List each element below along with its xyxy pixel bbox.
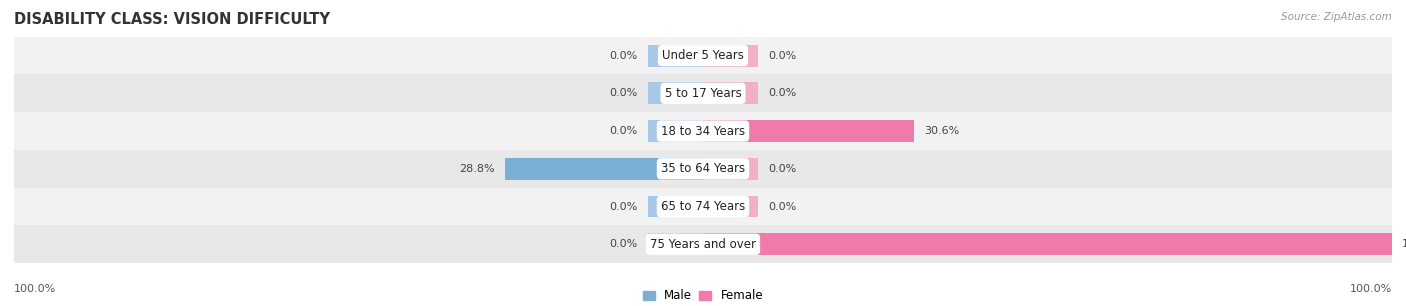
Bar	[703, 82, 758, 104]
Bar	[14, 226, 1392, 263]
Bar	[648, 233, 703, 255]
Text: Source: ZipAtlas.com: Source: ZipAtlas.com	[1281, 12, 1392, 22]
Text: 0.0%: 0.0%	[769, 164, 797, 174]
Text: 0.0%: 0.0%	[769, 50, 797, 61]
Text: 30.6%: 30.6%	[924, 126, 959, 136]
Text: 75 Years and over: 75 Years and over	[650, 238, 756, 251]
Bar	[648, 45, 703, 66]
Bar	[505, 158, 703, 180]
Bar	[648, 82, 703, 104]
Bar	[703, 158, 758, 180]
Bar	[14, 188, 1392, 226]
Text: 0.0%: 0.0%	[609, 88, 637, 98]
Legend: Male, Female: Male, Female	[638, 285, 768, 306]
Text: Under 5 Years: Under 5 Years	[662, 49, 744, 62]
Bar	[703, 120, 914, 142]
Text: 35 to 64 Years: 35 to 64 Years	[661, 162, 745, 175]
Text: 0.0%: 0.0%	[609, 50, 637, 61]
Bar	[703, 233, 1392, 255]
Text: 0.0%: 0.0%	[609, 126, 637, 136]
Text: DISABILITY CLASS: VISION DIFFICULTY: DISABILITY CLASS: VISION DIFFICULTY	[14, 12, 330, 27]
Bar	[14, 37, 1392, 74]
Bar	[648, 120, 703, 142]
Text: 0.0%: 0.0%	[769, 202, 797, 211]
Bar	[703, 196, 758, 218]
Text: 18 to 34 Years: 18 to 34 Years	[661, 125, 745, 138]
Text: 100.0%: 100.0%	[1350, 284, 1392, 294]
Bar	[14, 112, 1392, 150]
Text: 100.0%: 100.0%	[1402, 239, 1406, 249]
Bar	[14, 74, 1392, 112]
Text: 100.0%: 100.0%	[14, 284, 56, 294]
Text: 0.0%: 0.0%	[609, 202, 637, 211]
Text: 28.8%: 28.8%	[458, 164, 495, 174]
Bar	[14, 150, 1392, 188]
Bar	[648, 196, 703, 218]
Text: 0.0%: 0.0%	[769, 88, 797, 98]
Text: 0.0%: 0.0%	[609, 239, 637, 249]
Text: 5 to 17 Years: 5 to 17 Years	[665, 87, 741, 100]
Text: 65 to 74 Years: 65 to 74 Years	[661, 200, 745, 213]
Bar	[703, 45, 758, 66]
